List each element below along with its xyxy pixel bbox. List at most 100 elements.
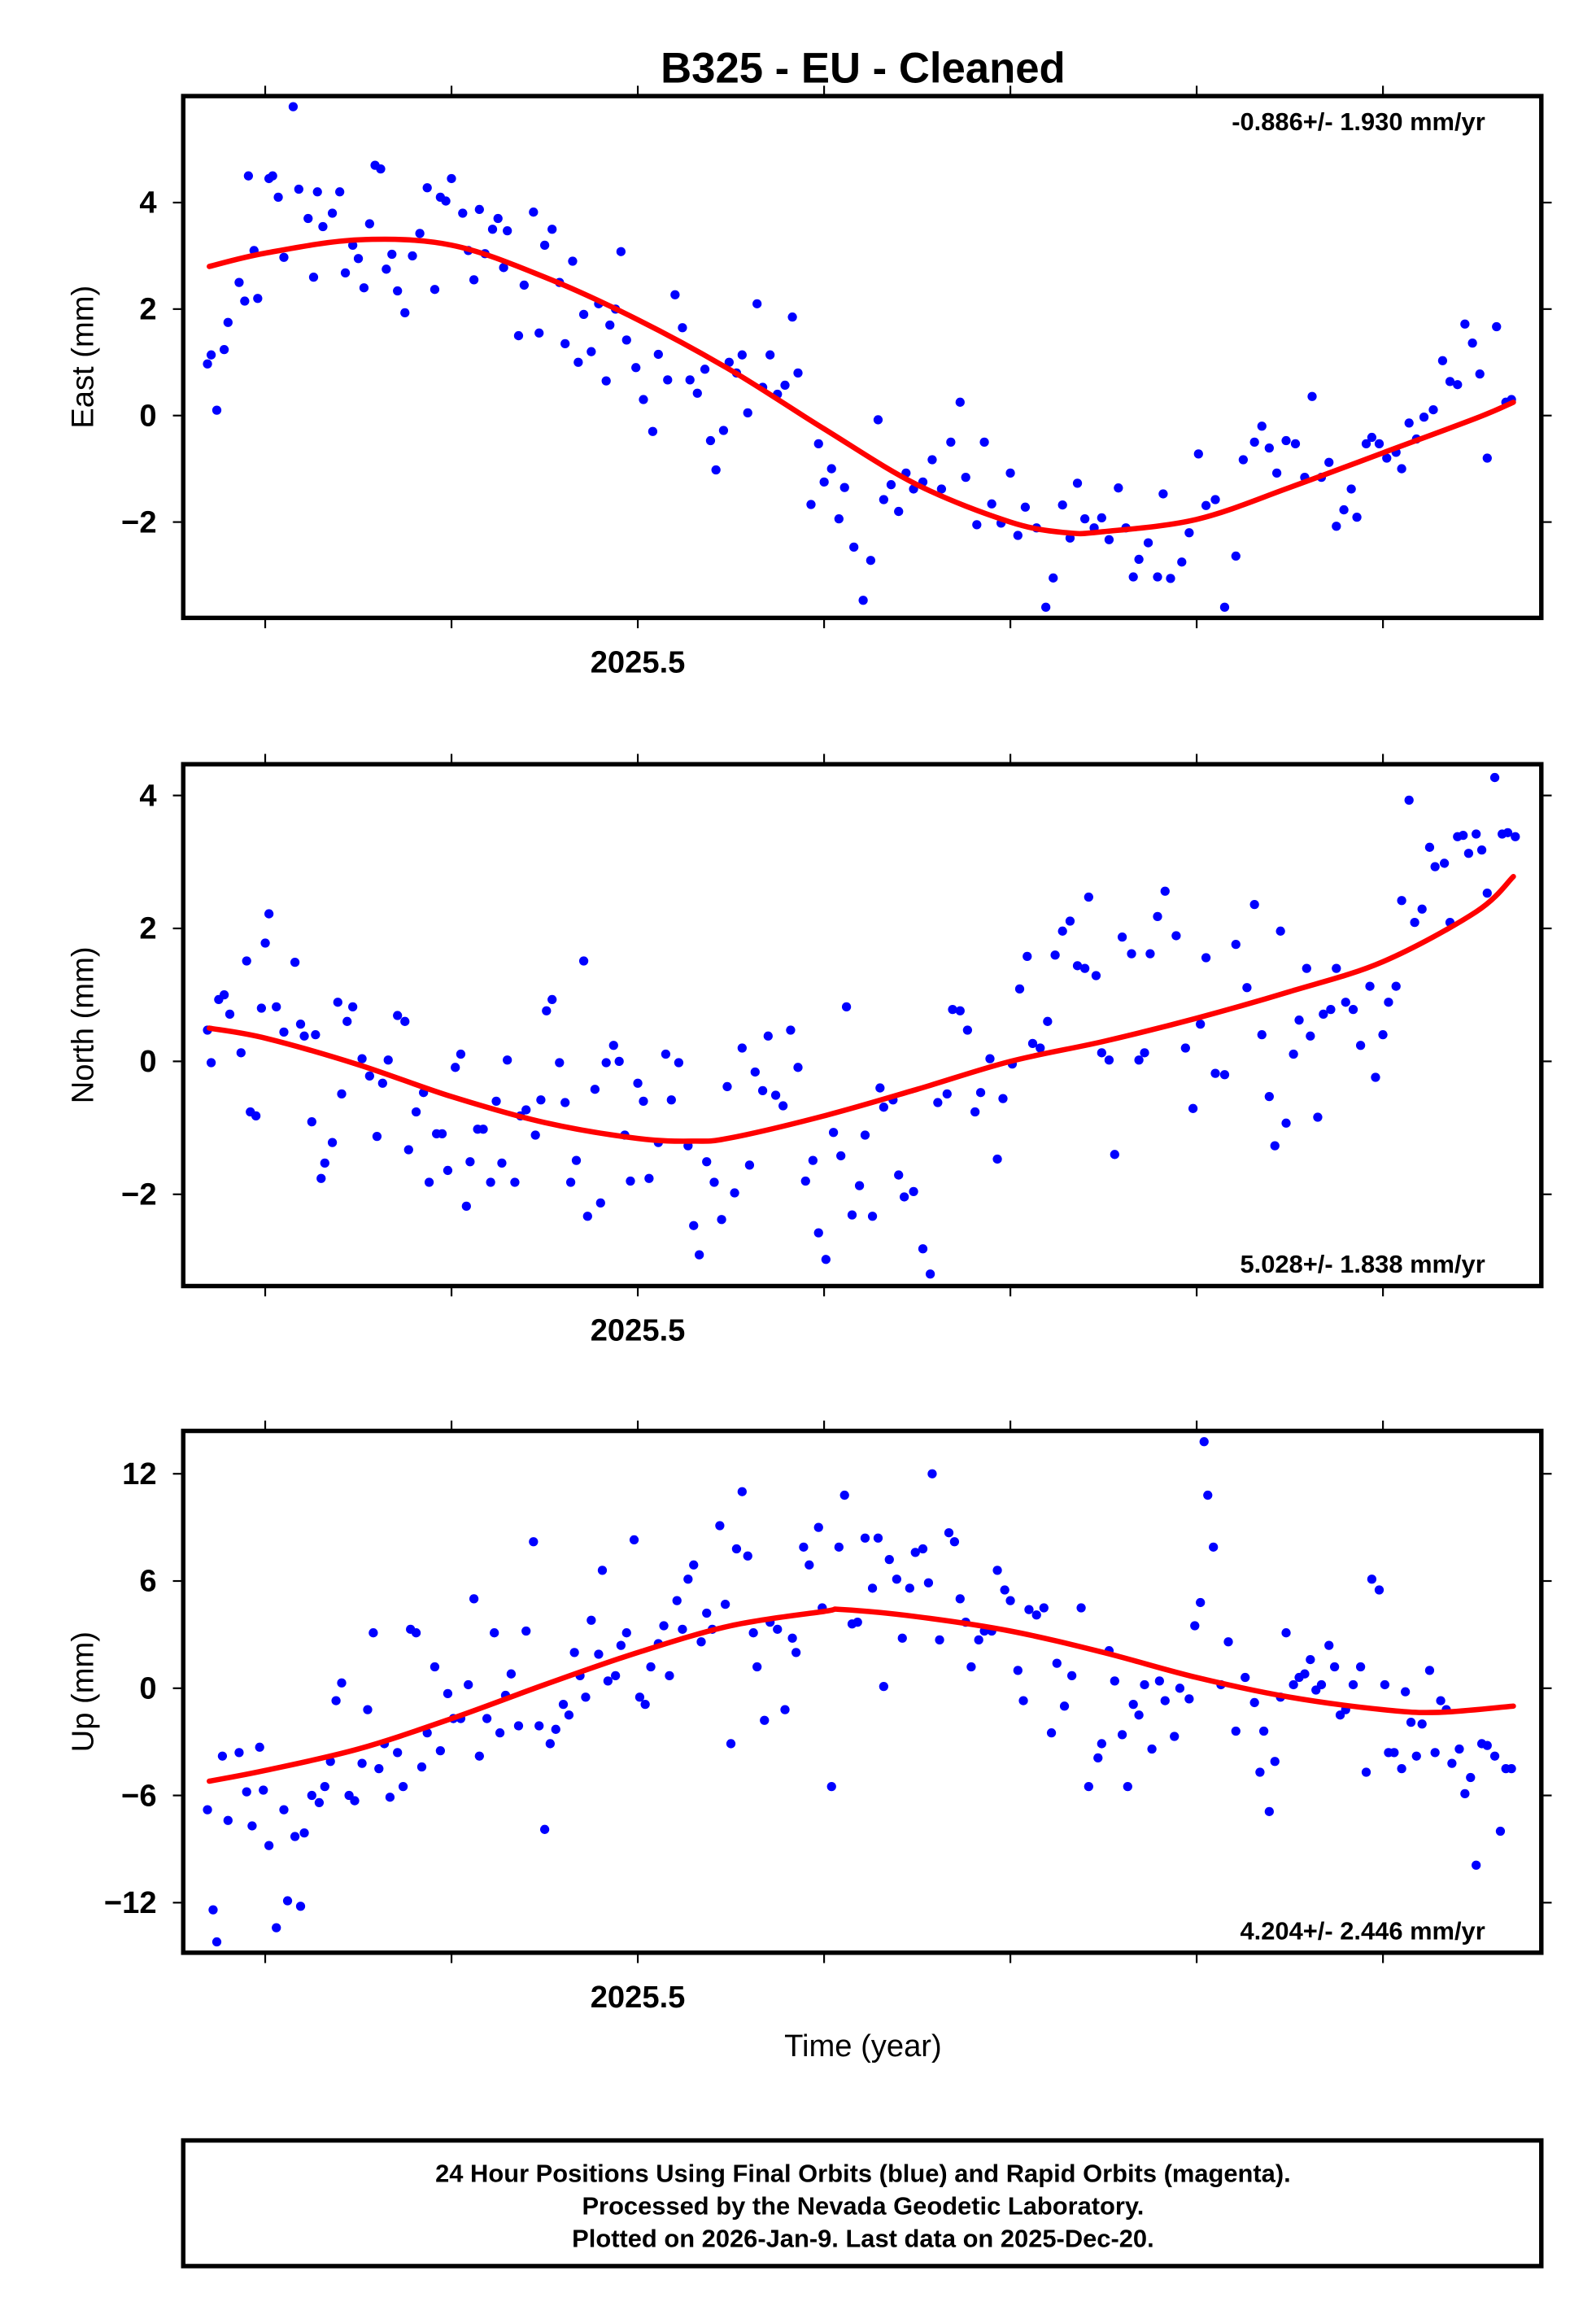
data-point [678, 1624, 687, 1634]
data-point [590, 1085, 600, 1094]
data-point [1472, 1860, 1481, 1870]
data-point [948, 1004, 957, 1015]
data-point [949, 1537, 960, 1547]
data-point [1352, 513, 1362, 522]
data-point [377, 1078, 387, 1088]
y-tick-label: −2 [121, 504, 157, 539]
data-point [1326, 1004, 1336, 1015]
data-point [946, 437, 956, 447]
data-point [558, 1699, 569, 1710]
data-point [626, 1176, 635, 1186]
data-point [702, 1608, 712, 1618]
data-point [400, 1016, 410, 1026]
data-point [1339, 504, 1349, 515]
data-point [974, 1635, 983, 1645]
data-point [253, 294, 263, 304]
up-points [203, 1437, 1516, 1947]
data-point [644, 1173, 654, 1183]
data-point [1410, 917, 1419, 928]
data-point [374, 1764, 384, 1774]
data-point [1231, 1726, 1241, 1736]
data-point [1153, 572, 1162, 582]
data-point [318, 221, 328, 232]
data-point [867, 1212, 878, 1221]
data-point [529, 1537, 539, 1547]
data-point [1128, 572, 1138, 582]
data-point [256, 1003, 266, 1013]
data-point [757, 1085, 768, 1095]
data-point [970, 1107, 980, 1117]
data-point [219, 345, 229, 355]
data-point [1430, 862, 1440, 871]
data-point [1397, 1764, 1406, 1774]
data-point [672, 1596, 682, 1605]
data-point [1000, 1585, 1009, 1595]
data-point [631, 363, 641, 373]
data-point [1166, 574, 1175, 583]
data-point [1084, 1781, 1093, 1792]
data-point [568, 256, 578, 266]
data-point [1128, 1699, 1138, 1710]
data-point [1023, 951, 1032, 962]
data-point [665, 1671, 674, 1681]
x-axis-label: Time (year) [784, 2029, 942, 2064]
data-point [385, 1793, 395, 1802]
data-point [1031, 1610, 1041, 1620]
data-point [1330, 1662, 1340, 1672]
data-point [1281, 1628, 1291, 1638]
data-point [335, 187, 345, 197]
data-point [1203, 1490, 1213, 1500]
data-point [966, 1662, 976, 1672]
data-point [1380, 1679, 1390, 1690]
y-tick-label: 2 [139, 911, 156, 946]
data-point [393, 1011, 403, 1020]
data-point [337, 1089, 347, 1098]
data-point [465, 1157, 475, 1167]
data-point [240, 296, 250, 306]
data-point [1374, 1585, 1385, 1595]
data-point [272, 1923, 281, 1933]
data-point [411, 1107, 421, 1117]
data-point [348, 1002, 358, 1011]
data-point [510, 1177, 520, 1187]
data-point [474, 1751, 484, 1761]
data-point [731, 1544, 742, 1554]
data-point [1170, 1732, 1180, 1741]
data-point [800, 1176, 810, 1186]
data-point [666, 1095, 676, 1105]
data-point [1024, 1605, 1034, 1614]
data-point [400, 308, 410, 318]
data-point [1294, 1015, 1304, 1025]
data-point [430, 1662, 440, 1672]
data-point [435, 1746, 445, 1756]
data-point [542, 1006, 552, 1015]
data-point [408, 251, 417, 261]
x-tick-label: 2025.5 [591, 1980, 686, 2015]
data-point [866, 556, 876, 566]
data-point [873, 1533, 883, 1543]
data-point [621, 335, 631, 345]
y-axis-label: East (mm) [65, 286, 100, 429]
data-point [333, 998, 342, 1007]
data-point [799, 1542, 809, 1552]
data-point [663, 375, 673, 385]
data-point [1041, 602, 1051, 612]
data-point [659, 1621, 669, 1631]
data-point [1507, 1764, 1516, 1774]
data-point [955, 397, 965, 407]
data-point [1249, 1697, 1259, 1708]
data-point [717, 1215, 726, 1225]
data-point [223, 1815, 233, 1825]
data-point [1219, 602, 1230, 612]
data-point [529, 207, 539, 217]
data-point [320, 1781, 329, 1792]
data-point [737, 1043, 747, 1053]
data-point [1046, 1728, 1057, 1738]
data-point [340, 268, 351, 277]
data-point [565, 1177, 576, 1187]
data-point [1039, 1603, 1049, 1613]
data-point [443, 1165, 453, 1176]
data-point [331, 1696, 341, 1705]
data-point [461, 1201, 471, 1212]
y-tick-label: 0 [139, 398, 156, 433]
